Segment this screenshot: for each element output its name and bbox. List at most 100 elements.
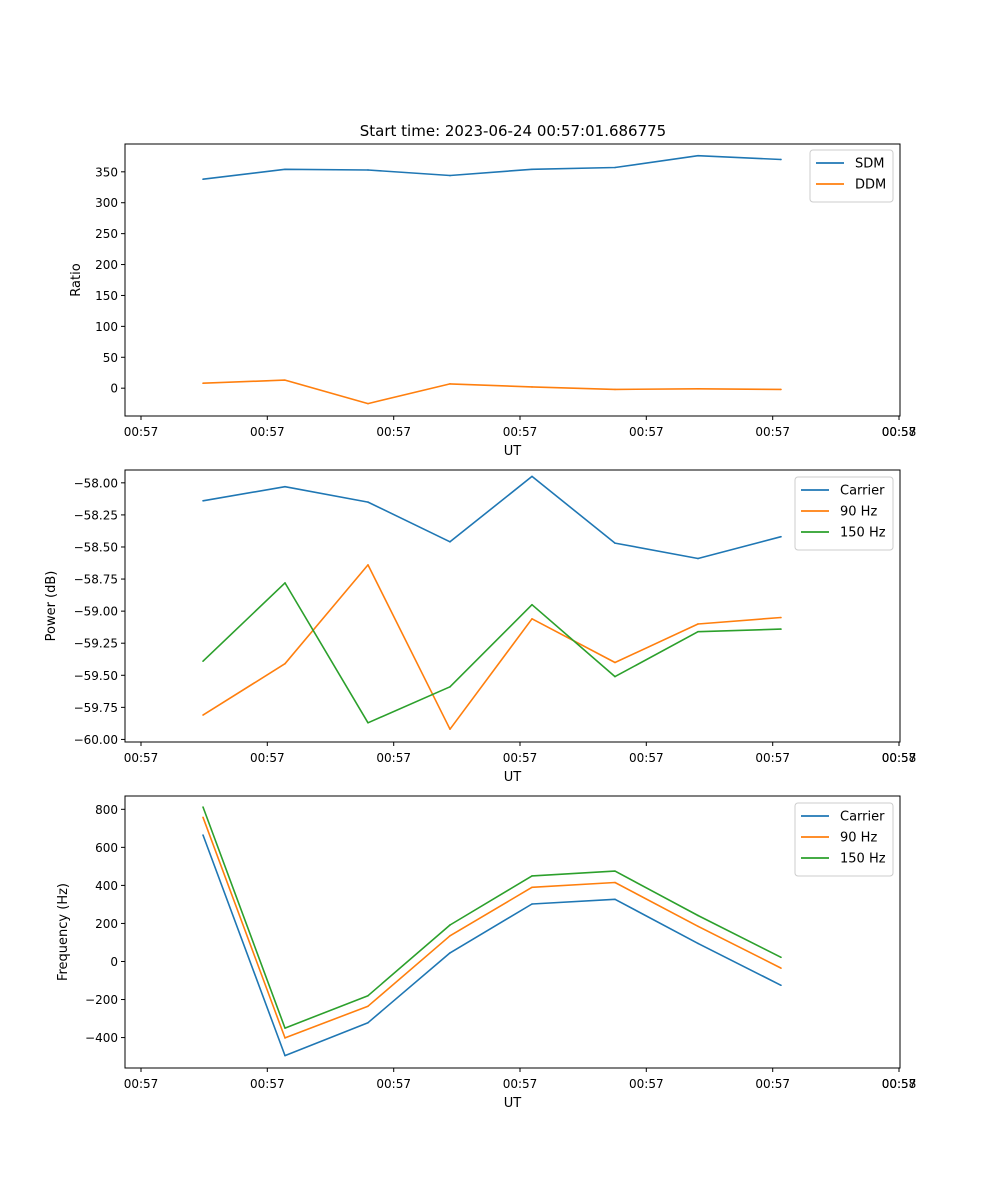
data-point xyxy=(284,1054,286,1057)
series-line-sdm xyxy=(202,154,782,180)
data-point xyxy=(614,661,616,664)
data-point xyxy=(202,834,204,836)
data-point xyxy=(614,542,616,544)
legend-label: 150 Hz xyxy=(840,852,886,867)
x-tick-label: 00:57 xyxy=(124,425,159,439)
data-point xyxy=(531,618,533,620)
y-tick-label: −58.75 xyxy=(74,573,118,587)
legend: SDM DDM xyxy=(809,149,894,203)
data-point xyxy=(697,942,699,945)
x-tick-label: 00:57 xyxy=(755,1077,790,1091)
data-point xyxy=(449,174,451,177)
legend-label: Carrier xyxy=(840,484,885,499)
x-tick-label: 00:57 xyxy=(250,751,285,765)
data-point xyxy=(697,154,699,157)
plot-frame xyxy=(124,143,901,417)
data-point xyxy=(449,935,451,937)
series-line-150-hz xyxy=(202,806,782,1029)
data-point xyxy=(367,1005,369,1007)
data-point xyxy=(449,952,451,954)
legend-label: SDM xyxy=(855,157,884,172)
y-tick-label: 150 xyxy=(95,289,118,303)
x-tick-label: 00:57 xyxy=(124,1077,159,1091)
data-point xyxy=(531,603,533,606)
x-tick-label: 00:58 xyxy=(882,1077,917,1091)
y-tick-label: 250 xyxy=(95,227,118,241)
data-point xyxy=(531,168,533,171)
data-point xyxy=(780,535,782,538)
legend: Carrier 90 Hz 150 Hz xyxy=(794,476,894,551)
data-point xyxy=(697,557,699,560)
x-tick-label: 00:58 xyxy=(882,751,917,765)
y-tick-label: 400 xyxy=(95,879,118,893)
x-tick-label: 00:57 xyxy=(882,425,917,439)
x-tick-label: 00:57 xyxy=(882,751,917,765)
y-tick-label: 600 xyxy=(95,841,118,855)
data-point xyxy=(284,1037,286,1039)
data-point xyxy=(614,675,616,678)
data-point xyxy=(202,178,204,181)
x-tick-label: 00:57 xyxy=(503,751,538,765)
data-point xyxy=(449,383,451,385)
x-axis-label: UT xyxy=(504,444,522,459)
data-point xyxy=(284,1027,286,1029)
chart-panel-2: −60.00 −59.75 −59.50 −59.25 −59.00 −58.75 −58.… xyxy=(44,469,917,785)
data-point xyxy=(697,623,699,625)
x-tick-label: 00:57 xyxy=(629,425,664,439)
data-point xyxy=(780,967,782,969)
y-tick-label: −400 xyxy=(85,1031,118,1045)
data-point xyxy=(202,816,204,819)
x-tick-label: 00:57 xyxy=(250,1077,285,1091)
data-point xyxy=(614,388,616,391)
data-point xyxy=(284,582,286,584)
data-point xyxy=(780,628,782,630)
x-tick-label: 00:57 xyxy=(882,1077,917,1091)
y-tick-label: 200 xyxy=(95,917,118,931)
data-point xyxy=(531,886,533,889)
data-point xyxy=(531,386,533,388)
y-tick-label: 300 xyxy=(95,196,118,210)
y-tick-label: 350 xyxy=(95,165,118,179)
x-tick-label: 00:57 xyxy=(629,751,664,765)
x-tick-label: 00:57 xyxy=(503,1077,538,1091)
data-point xyxy=(367,402,369,405)
data-point xyxy=(367,169,369,171)
data-point xyxy=(614,166,616,169)
data-point xyxy=(367,1021,369,1024)
x-tick-label: 00:57 xyxy=(376,751,411,765)
legend-label: 90 Hz xyxy=(840,505,877,520)
data-point xyxy=(449,728,451,730)
data-point xyxy=(202,382,204,385)
data-point xyxy=(780,158,782,161)
data-point xyxy=(531,875,533,877)
series-line-90-hz xyxy=(202,564,782,731)
data-point xyxy=(614,870,616,872)
data-point xyxy=(367,721,369,724)
x-tick-label: 00:57 xyxy=(124,751,159,765)
x-axis-label: UT xyxy=(504,770,522,785)
x-tick-label: 00:57 xyxy=(755,425,790,439)
data-point xyxy=(697,388,699,390)
y-tick-label: −59.75 xyxy=(74,701,118,715)
data-point xyxy=(697,630,699,633)
x-tick-label: 00:58 xyxy=(882,425,917,439)
figure-title: Start time: 2023-06-24 00:57:01.686775 xyxy=(360,122,666,140)
data-point xyxy=(531,903,533,905)
y-tick-label: −59.25 xyxy=(74,637,118,651)
y-tick-label: 200 xyxy=(95,258,118,272)
data-point xyxy=(367,994,369,997)
data-point xyxy=(780,956,782,959)
legend: Carrier 90 Hz 150 Hz xyxy=(794,802,894,877)
data-point xyxy=(449,924,451,926)
data-point xyxy=(284,379,286,381)
y-tick-label: 0 xyxy=(110,955,118,969)
y-tick-label: 800 xyxy=(95,803,118,817)
y-axis-label: Power (dB) xyxy=(44,571,59,642)
data-point xyxy=(697,925,699,928)
y-axis-label: Ratio xyxy=(69,263,84,296)
series-line-150-hz xyxy=(202,582,782,724)
data-point xyxy=(780,616,782,619)
series-line-90-hz xyxy=(202,817,782,1039)
